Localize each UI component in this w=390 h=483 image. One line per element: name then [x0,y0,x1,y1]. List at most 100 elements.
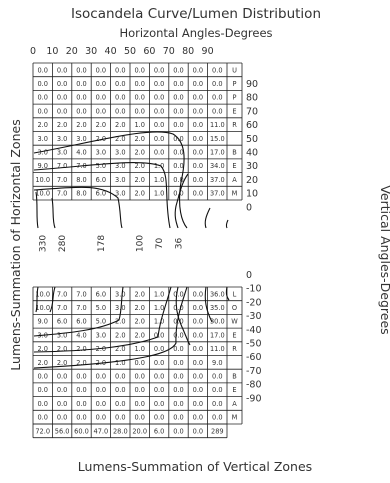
lower-table-cell: 0.0 [115,400,126,408]
top-axis-label: Horizontal Angles-Degrees [119,26,272,40]
upper-table-cell: 0.0 [57,94,68,102]
lower-table-cell: 6.0 [96,290,107,298]
lower-table-cell: 0.0 [96,372,107,380]
lower-table-cell: 1.0 [154,304,165,312]
upper-table-cell: 0.0 [193,94,204,102]
upper-table-cell: 34.0 [210,162,225,170]
upper-table-cell: 0.0 [134,94,145,102]
upper-table-cell: 0.0 [37,107,48,115]
lower-table-cell: 0.0 [173,290,184,298]
top-tick-label: 0 [30,46,36,57]
horizontal-zone-sum: 70 [155,238,165,250]
lower-table-side-letter: R [232,345,237,353]
upper-table-cell: 0.0 [76,80,87,88]
upper-table-cell: 0.0 [37,80,48,88]
upper-table-cell: 2.0 [96,121,107,129]
upper-table-cell: 0.0 [154,148,165,156]
lower-vertical-tick: -40 [246,325,262,336]
lower-table-cell: 6.0 [76,318,87,326]
upper-table-cell: 0.0 [134,107,145,115]
summary-cell: 0.0 [193,427,204,435]
upper-table-cell: 7.0 [57,176,68,184]
upper-table-cell: 0.0 [37,94,48,102]
summary-cell: 60.0 [74,427,89,435]
upper-table-side-letter: B [232,148,237,156]
upper-table-cell: 0.0 [57,107,68,115]
upper-table-cell: 2.0 [134,176,145,184]
lower-table-cell: 0.0 [193,331,204,339]
lower-table-cell: 0.0 [37,414,48,422]
upper-table-cell: 0.0 [134,66,145,74]
lower-table-cell: 9.0 [212,359,223,367]
lower-table-cell: 0.0 [212,414,223,422]
upper-table-cell: 0.0 [193,176,204,184]
lower-table-cell: 4.0 [76,331,87,339]
lower-table-cell: 0.0 [134,372,145,380]
summary-cell: 28.0 [113,427,128,435]
lower-table-cell: 0.0 [57,414,68,422]
lower-vertical-tick: 0 [246,270,252,281]
lower-table-cell: 0.0 [134,414,145,422]
lower-table-side-letter: B [232,372,237,380]
upper-table-cell: 2.0 [134,135,145,143]
lower-table-cell: 0.0 [193,359,204,367]
lower-table-cell: 36.0 [210,290,225,298]
upper-vertical-tick: 0 [246,202,252,213]
lower-table-cell: 0.0 [173,400,184,408]
summary-cell: 6.0 [154,427,165,435]
lower-table-cell: 0.0 [57,372,68,380]
upper-table-cell: 0.0 [193,107,204,115]
lower-table-cell: 7.0 [76,304,87,312]
upper-table-cell: 0.0 [212,66,223,74]
lower-vertical-tick: -10 [246,284,262,295]
upper-table-cell: 0.0 [76,107,87,115]
lower-table-cell: 6.0 [57,318,68,326]
upper-table-side-letter: E [232,107,236,115]
lower-table-cell: 1.0 [154,290,165,298]
lower-table-cell: 0.0 [173,372,184,380]
lower-table-side-letter: E [232,331,236,339]
horizontal-zone-sum: 100 [136,235,146,252]
lower-table-cell: 0.0 [173,345,184,353]
upper-table-cell: 0.0 [115,66,126,74]
lower-table-cell: 0.0 [212,386,223,394]
lower-table-cell: 0.0 [173,359,184,367]
top-tick-label: 30 [85,46,97,57]
upper-table-cell: 0.0 [193,121,204,129]
lower-vertical-tick: -70 [246,366,262,377]
top-tick-label: 10 [46,46,58,57]
lower-table-cell: 0.0 [37,386,48,394]
upper-table-cell: 0.0 [173,80,184,88]
upper-table-cell: 0.0 [193,190,204,198]
lower-table-cell: 2.0 [76,345,87,353]
lower-table-cell: 5.0 [96,318,107,326]
upper-table-cell: 0.0 [173,66,184,74]
upper-table-cell: 0.0 [173,162,184,170]
upper-table-side-letter: E [232,162,236,170]
lower-table-cell: 2.0 [115,331,126,339]
lower-table-cell: 2.0 [37,359,48,367]
lower-vertical-tick: -30 [246,311,262,322]
lower-table-cell: 0.0 [193,372,204,380]
chart-title: Isocandela Curve/Lumen Distribution [71,6,321,22]
lower-table-cell: 0.0 [193,414,204,422]
lower-table-cell: 2.0 [134,290,145,298]
upper-table-cell: 0.0 [173,148,184,156]
upper-table-cell: 3.0 [76,135,87,143]
lower-table-cell: 1.0 [134,345,145,353]
upper-table-cell: 3.0 [37,135,48,143]
lower-table-cell: 0.0 [212,400,223,408]
upper-table-cell: 0.0 [115,107,126,115]
lower-table-cell: 7.0 [76,290,87,298]
lower-vertical-tick: -50 [246,339,262,350]
upper-table-cell: 11.0 [210,121,225,129]
upper-vertical-tick: 10 [246,189,258,200]
upper-vertical-tick: 50 [246,134,258,145]
upper-table-cell: 0.0 [173,94,184,102]
upper-vertical-tick: 20 [246,175,258,186]
upper-table-cell: 7.0 [57,190,68,198]
upper-table-cell: 0.0 [154,66,165,74]
lower-table-cell: 0.0 [96,400,107,408]
upper-table-cell: 1.0 [134,121,145,129]
upper-table-cell: 0.0 [76,94,87,102]
